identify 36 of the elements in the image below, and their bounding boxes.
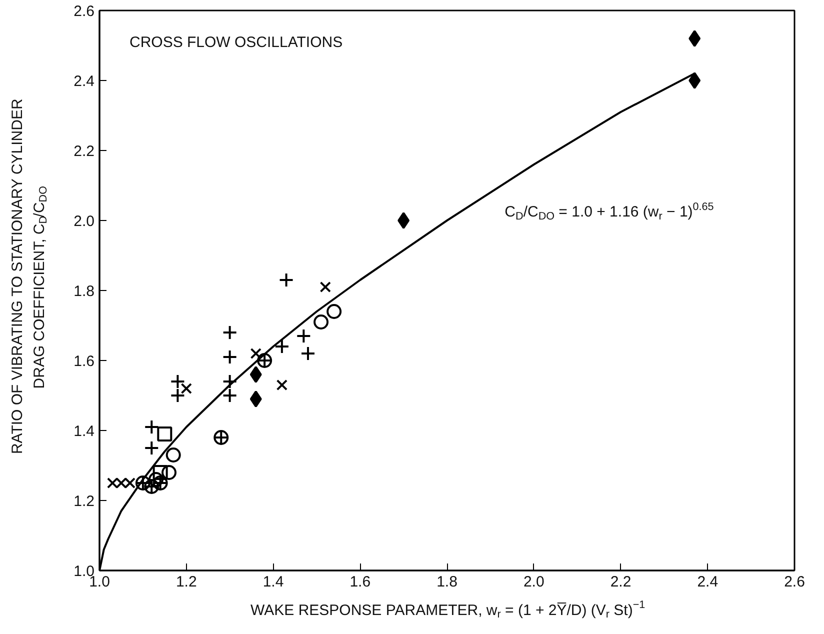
point: [166, 448, 181, 462]
y-tick-label: 1.8: [74, 283, 95, 300]
x-tick-label: 2.6: [784, 574, 805, 590]
y-tick-label: 1.2: [74, 493, 95, 510]
point: [162, 465, 176, 480]
point: [157, 426, 172, 442]
point: [320, 281, 331, 293]
annotation: CROSS FLOW OSCILLATIONS: [130, 34, 343, 51]
y-tick-label: 2.6: [74, 3, 95, 20]
point: [250, 348, 262, 360]
y-tick-label: 2.0: [74, 213, 95, 230]
point: [214, 430, 229, 445]
point: [152, 476, 168, 490]
point: [135, 476, 150, 490]
x-tick-label: 2.0: [523, 574, 544, 590]
point: [250, 366, 262, 383]
y-tick-label: 2.2: [74, 143, 95, 160]
x-tick-label: 1.8: [436, 574, 458, 590]
point: [688, 72, 701, 89]
y-tick-label: 1.6: [74, 353, 95, 370]
point: [144, 479, 160, 494]
x-tick-label: 1.2: [176, 574, 197, 590]
point: [314, 314, 329, 330]
x-tick-label: 1.6: [350, 574, 371, 590]
y-tick-label: 2.4: [74, 73, 95, 90]
x-tick-label: 1.4: [262, 574, 284, 590]
point: [688, 30, 701, 47]
point: [326, 304, 342, 319]
point: [250, 390, 262, 408]
point: [398, 212, 410, 229]
x-tick-label: 2.2: [610, 574, 632, 590]
point: [152, 465, 168, 480]
x-tick-label: 2.4: [697, 574, 718, 590]
y-tick-label: 1.4: [74, 423, 95, 440]
point: [276, 379, 288, 391]
point: [257, 353, 272, 368]
